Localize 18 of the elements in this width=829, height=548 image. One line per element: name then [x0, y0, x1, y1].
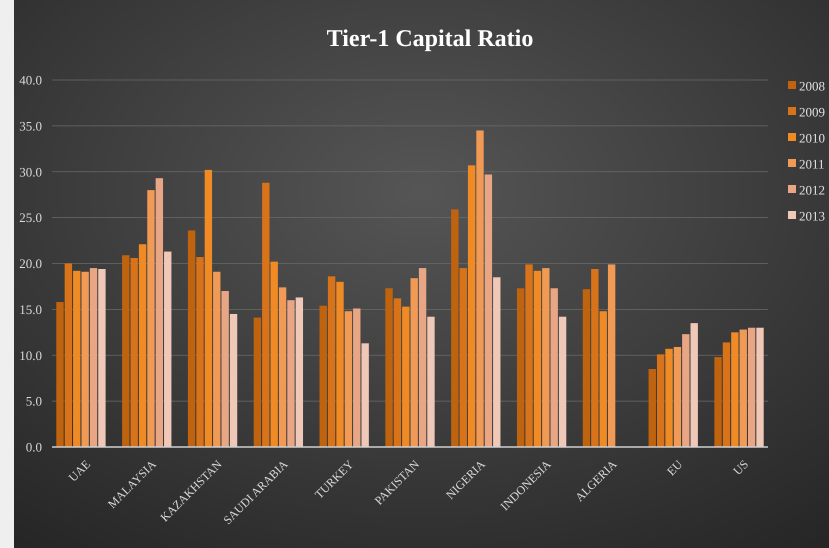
x-tick-label: US	[730, 457, 752, 478]
legend-label: 2011	[799, 156, 825, 172]
y-tick-label: 30.0	[19, 164, 42, 180]
y-tick-label: 15.0	[19, 302, 42, 317]
y-tick-label: 35.0	[19, 118, 42, 134]
y-tick-label: 0.0	[26, 440, 42, 455]
y-tick-label: 5.0	[26, 394, 42, 409]
y-tick-label: 40.0	[19, 72, 42, 88]
legend-label: 2008	[799, 78, 825, 94]
legend-label: 2012	[799, 182, 825, 198]
y-tick-label: 25.0	[19, 210, 42, 226]
legend-label: 2010	[799, 130, 825, 146]
y-tick-label: 10.0	[19, 348, 42, 363]
y-tick-label: 20.0	[19, 256, 42, 272]
legend-label: 2009	[799, 104, 825, 120]
x-tick-label: EU	[664, 456, 686, 478]
legend-label: 2013	[799, 208, 825, 224]
chart-title: Tier-1 Capital Ratio	[326, 26, 534, 52]
